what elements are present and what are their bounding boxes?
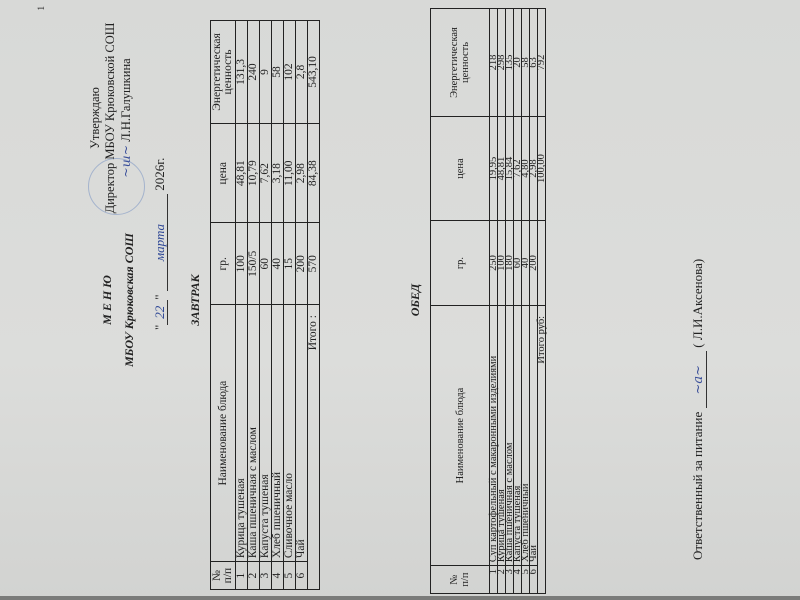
responsible-line: Ответственный за питание ~а~ ( Л.И.Аксен… — [690, 258, 707, 560]
column-header: Наименование блюда — [430, 305, 490, 566]
responsible-name: ( Л.И.Аксенова) — [690, 258, 705, 348]
total-label: Итого : — [307, 304, 320, 590]
table-cell: 60 — [259, 223, 272, 305]
column-header: гр. — [210, 223, 236, 305]
table-cell: 240 — [247, 20, 260, 124]
page-number: 1 — [36, 6, 46, 11]
column-header: Энергетическая ценность — [210, 20, 236, 124]
column-header: цена — [210, 123, 236, 223]
table-row: 3 Капуста тушеная 60 7,62 9 — [259, 20, 272, 590]
school-name: МБОУ Крюковская СОШ — [122, 233, 136, 367]
table-row: 5 Сливочное масло 15 11,00 102 — [283, 20, 296, 590]
column-header: № п/п — [430, 565, 490, 594]
total-cell: 792 — [536, 8, 547, 117]
date-day: 22 — [152, 299, 168, 325]
table-row: 4 Хлеб пшеничный 40 3,18 58 — [271, 20, 284, 590]
total-cell: 100,00 — [536, 116, 547, 221]
total-cell: 84,38 — [307, 123, 320, 223]
paper-edge — [0, 596, 800, 600]
table-cell: 6 — [528, 565, 539, 594]
responsible-signature: ~а~ — [691, 350, 707, 409]
table-cell: 10,79 — [247, 123, 260, 223]
column-header: Энергетическая ценность — [430, 8, 490, 117]
table-row: 5 Хлеб пшеничный 40 4,80 58 — [520, 8, 531, 594]
breakfast-table: № п/п Наименование блюда гр. цена Энергетиче… — [210, 20, 320, 590]
table-header-row: № п/п Наименование блюда гр. цена Энергетиче… — [210, 20, 236, 590]
table-cell: 11,00 — [283, 123, 296, 223]
total-cell: 570 — [307, 223, 320, 305]
table-cell: 9 — [259, 20, 272, 124]
total-row: Итого :570 84,38 543,10 — [307, 20, 320, 590]
table-cell: Сливочное масло — [283, 304, 296, 562]
lunch-title: ОБЕД — [408, 283, 422, 317]
table-cell: 102 — [283, 20, 296, 124]
column-header: цена — [430, 116, 490, 221]
table-header-row: № п/п Наименование блюда гр. цена Энергетиче… — [430, 8, 490, 594]
table-cell: Чай — [295, 304, 308, 562]
table-cell: Капуста тушеная — [259, 304, 272, 562]
table-cell: 131,3 — [235, 20, 248, 124]
table-cell: 100 — [235, 223, 248, 305]
table-cell: 150/5 — [247, 223, 260, 305]
table-cell: Каша пшеничная с маслом — [247, 304, 260, 562]
table-cell: 2,8 — [295, 20, 308, 124]
column-header: Наименование блюда — [210, 304, 236, 562]
lunch-table: № п/п Наименование блюда гр. цена Энергетиче… — [430, 8, 547, 594]
table-cell: 7,62 — [259, 123, 272, 223]
total-cell: 543,10 — [307, 20, 320, 124]
table-cell: 200 — [295, 223, 308, 305]
table-cell: 2,98 — [295, 123, 308, 223]
table-row: 1 Курица тушеная 100 48,81 131,3 — [235, 20, 248, 590]
table-row: 2 Каша пшеничная с маслом 150/5 10,79 240 — [247, 20, 260, 590]
table-cell: 4 — [271, 561, 284, 590]
table-cell: Хлеб пшеничный — [271, 304, 284, 562]
menu-title: М Е Н Ю — [100, 275, 114, 325]
table-cell: 2 — [247, 561, 260, 590]
table-cell: 3 — [259, 561, 272, 590]
table-cell: 200 — [528, 220, 539, 306]
column-header: гр. — [430, 220, 490, 306]
table-cell: 6 — [295, 561, 308, 590]
date-month: марта — [152, 193, 168, 292]
table-cell: 40 — [271, 223, 284, 305]
table-cell: 48,81 — [235, 123, 248, 223]
responsible-label: Ответственный за питание — [690, 411, 705, 560]
table-cell: 15 — [283, 223, 296, 305]
table-cell: 3,18 — [271, 123, 284, 223]
table-cell: 58 — [271, 20, 284, 124]
table-cell: Курица тушеная — [235, 304, 248, 562]
table-cell: Хлеб пшеничный — [520, 305, 531, 566]
table-cell: 1 — [235, 561, 248, 590]
table-row: 6 Чай 200 2,98 2,8 — [295, 20, 308, 590]
table-cell: 5 — [283, 561, 296, 590]
date-year: 2026г. — [152, 157, 167, 191]
menu-date: "22" марта 2026г. — [152, 157, 168, 330]
breakfast-title: ЗАВТРАК — [188, 274, 202, 326]
total-row: Итого руб: 100,00 792 — [536, 8, 547, 594]
column-header: № п/п — [210, 561, 236, 590]
